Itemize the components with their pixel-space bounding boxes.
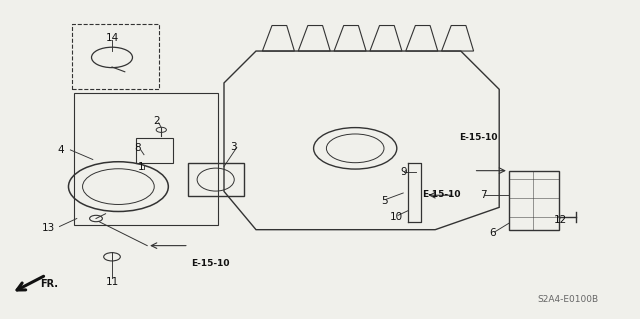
Text: 3: 3 bbox=[230, 142, 237, 152]
Text: 10: 10 bbox=[390, 212, 403, 222]
Text: 6: 6 bbox=[490, 228, 496, 238]
Bar bbox=[72, 24, 159, 89]
Text: FR.: FR. bbox=[40, 279, 58, 289]
Text: 9: 9 bbox=[400, 167, 406, 177]
Text: 5: 5 bbox=[381, 196, 387, 206]
Text: E-15-10: E-15-10 bbox=[460, 133, 498, 142]
Bar bbox=[136, 138, 173, 163]
Text: E-15-10: E-15-10 bbox=[422, 190, 461, 199]
Text: 4: 4 bbox=[58, 145, 64, 155]
Text: 11: 11 bbox=[106, 277, 118, 287]
Text: E-15-10: E-15-10 bbox=[191, 259, 229, 268]
Text: 14: 14 bbox=[106, 33, 118, 43]
Bar bbox=[509, 171, 559, 230]
Text: 12: 12 bbox=[554, 215, 566, 225]
Text: S2A4-E0100B: S2A4-E0100B bbox=[537, 295, 598, 304]
Text: 1: 1 bbox=[138, 162, 144, 173]
Bar bbox=[188, 163, 244, 196]
Bar bbox=[74, 93, 218, 225]
Text: 2: 2 bbox=[154, 116, 160, 126]
Text: 13: 13 bbox=[42, 223, 54, 233]
Text: 7: 7 bbox=[480, 189, 486, 200]
Text: 8: 8 bbox=[134, 143, 141, 153]
